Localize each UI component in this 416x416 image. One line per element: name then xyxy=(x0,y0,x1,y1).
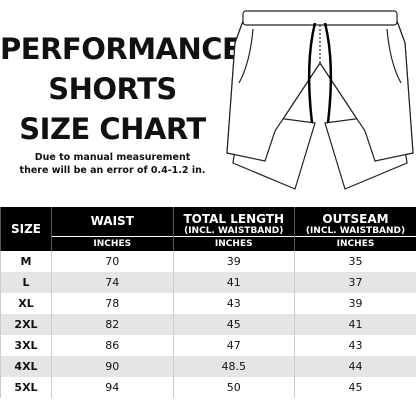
column-sub: (INCL. WAISTBAND) xyxy=(305,226,406,236)
column-sub: (INCL. WAISTBAND) xyxy=(184,226,284,236)
measurement: 45 xyxy=(294,377,416,398)
measurement: 35 xyxy=(294,251,416,272)
measurement: 70 xyxy=(51,251,173,272)
unit-row: INCHES INCHES INCHES xyxy=(1,236,416,251)
measurement: 39 xyxy=(294,293,416,314)
measurement: 50 xyxy=(172,377,295,398)
measurement: 82 xyxy=(51,314,173,335)
column-header: OUTSEAM (INCL. WAISTBAND) xyxy=(294,207,416,237)
note-line: there will be an error of 0.4-1.2 in. xyxy=(19,165,206,176)
measurement: 44 xyxy=(294,356,416,377)
unit: INCHES xyxy=(51,236,173,251)
column-header: WAIST xyxy=(51,207,173,237)
title-line: SHORTS xyxy=(48,72,177,106)
measurement: 90 xyxy=(51,356,173,377)
measurement: 39 xyxy=(172,251,295,272)
unit: INCHES xyxy=(172,236,295,251)
size-label: XL xyxy=(0,293,52,314)
measurement: 37 xyxy=(294,272,416,293)
size-row: 5XL 94 50 45 xyxy=(0,377,416,398)
size-label: L xyxy=(0,272,52,293)
note-line: Due to manual measurement xyxy=(34,152,191,163)
measurement: 43 xyxy=(294,335,416,356)
column-name: TOTAL LENGTH xyxy=(183,212,284,226)
measurement: 48.5 xyxy=(172,356,295,377)
measurement: 94 xyxy=(51,377,173,398)
title-line: SIZE CHART xyxy=(19,112,206,146)
measurement: 74 xyxy=(51,272,173,293)
column-header: TOTAL LENGTH (INCL. WAISTBAND) xyxy=(172,207,295,237)
measurement: 86 xyxy=(51,335,173,356)
measurement: 45 xyxy=(172,314,295,335)
header-row: SIZE WAIST TOTAL LENGTH (INCL. WAISTBAND) OU… xyxy=(0,207,416,251)
measurement: 41 xyxy=(172,272,295,293)
size-label: M xyxy=(0,251,52,272)
column-name: OUTSEAM xyxy=(322,212,389,226)
measurement: 43 xyxy=(172,293,295,314)
size-label: 4XL xyxy=(0,356,52,377)
column-name: WAIST xyxy=(90,214,134,228)
size-label: 2XL xyxy=(0,314,52,335)
size-label: 5XL xyxy=(0,377,52,398)
size-row: 4XL 90 48.5 44 xyxy=(0,356,416,377)
shorts-illustration xyxy=(226,10,414,190)
unit: INCHES xyxy=(294,236,416,251)
size-row: 2XL 82 45 41 xyxy=(0,314,416,335)
size-row: 3XL 86 47 43 xyxy=(0,335,416,356)
size-row: M 70 39 35 xyxy=(0,251,416,272)
size-table: SIZE WAIST TOTAL LENGTH (INCL. WAISTBAND) OU… xyxy=(0,207,416,398)
size-row: L 74 41 37 xyxy=(0,272,416,293)
measurement: 78 xyxy=(51,293,173,314)
size-header: SIZE xyxy=(0,207,52,251)
size-label: 3XL xyxy=(0,335,52,356)
size-row: XL 78 43 39 xyxy=(0,293,416,314)
measurement: 41 xyxy=(294,314,416,335)
measurement: 47 xyxy=(172,335,295,356)
title-line: PERFORMANCE xyxy=(0,32,242,66)
